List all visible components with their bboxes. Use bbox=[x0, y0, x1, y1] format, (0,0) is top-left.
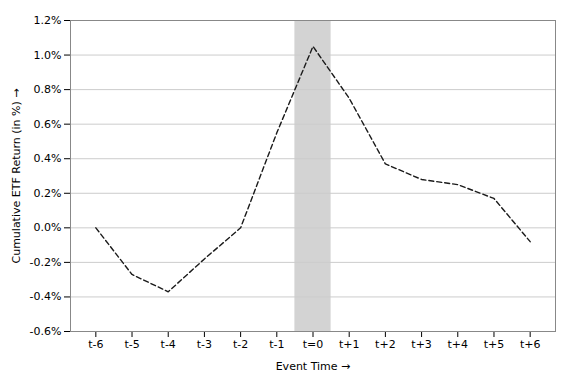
svg-text:1.0%: 1.0% bbox=[34, 49, 62, 62]
svg-text:t-1: t-1 bbox=[269, 338, 284, 351]
svg-text:t=0: t=0 bbox=[303, 338, 324, 351]
svg-text:0.8%: 0.8% bbox=[34, 83, 62, 96]
svg-text:t+5: t+5 bbox=[484, 338, 505, 351]
svg-text:t-5: t-5 bbox=[124, 338, 139, 351]
svg-text:-0.6%: -0.6% bbox=[30, 325, 62, 338]
svg-text:t-4: t-4 bbox=[161, 338, 176, 351]
svg-text:t+1: t+1 bbox=[339, 338, 360, 351]
svg-text:-0.4%: -0.4% bbox=[30, 290, 62, 303]
svg-text:t-2: t-2 bbox=[233, 338, 248, 351]
svg-text:Event Time →: Event Time → bbox=[276, 360, 351, 373]
svg-text:0.6%: 0.6% bbox=[34, 118, 62, 131]
svg-text:1.2%: 1.2% bbox=[34, 14, 62, 27]
svg-text:t-3: t-3 bbox=[197, 338, 212, 351]
svg-text:t+2: t+2 bbox=[375, 338, 396, 351]
svg-text:t+6: t+6 bbox=[520, 338, 541, 351]
svg-text:-0.2%: -0.2% bbox=[30, 256, 62, 269]
svg-text:0.4%: 0.4% bbox=[34, 152, 62, 165]
svg-text:t-6: t-6 bbox=[88, 338, 103, 351]
svg-text:Cumulative ETF Return (in %) →: Cumulative ETF Return (in %) → bbox=[10, 88, 23, 263]
svg-text:t+4: t+4 bbox=[448, 338, 469, 351]
svg-text:t+3: t+3 bbox=[411, 338, 432, 351]
svg-text:0.2%: 0.2% bbox=[34, 187, 62, 200]
svg-text:0.0%: 0.0% bbox=[34, 221, 62, 234]
